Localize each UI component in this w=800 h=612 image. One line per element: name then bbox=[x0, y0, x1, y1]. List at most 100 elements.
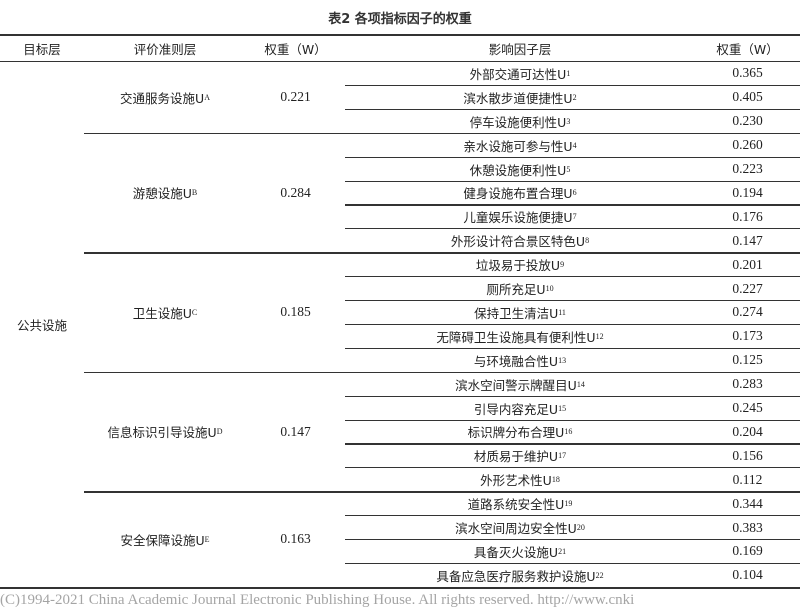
factor-divider bbox=[345, 562, 800, 565]
header-rule bbox=[0, 60, 800, 62]
label-subscript: 21 bbox=[558, 546, 567, 556]
label-text: 标识牌分布合理U bbox=[467, 425, 565, 441]
factor-weight-9: 0.201 bbox=[732, 256, 763, 272]
header-3: 影响因子层 bbox=[488, 42, 552, 57]
factor-weight-12: 0.173 bbox=[732, 328, 763, 344]
criterion-4: 安全保障设施U E bbox=[84, 492, 246, 588]
factor-weight-10: 0.227 bbox=[732, 280, 763, 296]
label-text: 信息标识引导设施U bbox=[107, 425, 217, 441]
group-divider bbox=[84, 491, 800, 493]
label-subscript: 13 bbox=[558, 355, 567, 365]
criterion-0: 交通服务设施U A bbox=[84, 62, 246, 134]
label-text: 外形设计符合景区特色U bbox=[450, 234, 586, 250]
factor-weight-14: 0.283 bbox=[732, 376, 763, 392]
factor-weight-16: 0.204 bbox=[732, 423, 763, 439]
header-0: 目标层 bbox=[23, 42, 61, 57]
label-subscript: 16 bbox=[564, 427, 573, 437]
label-text: 滨水空间周边安全性U bbox=[455, 521, 577, 537]
label-subscript: 7 bbox=[572, 212, 577, 222]
label-text: 交通服务设施U bbox=[120, 90, 205, 106]
label-subscript: 6 bbox=[572, 188, 577, 198]
label-text: 材质易于维护U bbox=[473, 449, 559, 465]
criterion-weight-2: 0.185 bbox=[280, 304, 311, 320]
label-text: 与环境融合性U bbox=[473, 353, 559, 369]
factor-divider bbox=[345, 347, 800, 349]
label-text: 外部交通可达性U bbox=[469, 66, 567, 82]
label-subscript: 12 bbox=[595, 331, 604, 341]
factor-18: 外形艺术性U 18 bbox=[345, 468, 695, 492]
factor-divider bbox=[345, 467, 800, 469]
label-text: 游憩设施U bbox=[132, 186, 192, 202]
factor-divider bbox=[345, 323, 800, 326]
factor-weight-11: 0.274 bbox=[732, 304, 763, 320]
factor-divider bbox=[345, 108, 800, 110]
factor-22: 具备应急医疗服务救护设施U 22 bbox=[345, 563, 695, 587]
group-divider bbox=[84, 132, 800, 135]
table-top-rule bbox=[0, 34, 800, 36]
label-text: 垃圾易于投放U bbox=[475, 258, 561, 274]
label-subscript: 11 bbox=[558, 307, 566, 317]
factor-14: 滨水空间警示牌醒目U 14 bbox=[345, 372, 695, 396]
label-text: 保持卫生清洁U bbox=[474, 305, 559, 321]
factor-1: 外部交通可达性U 1 bbox=[345, 62, 695, 86]
factor-weight-21: 0.169 bbox=[732, 543, 763, 559]
label-text: 无障碍卫生设施具有便利性U bbox=[436, 329, 596, 345]
label-subscript: 20 bbox=[576, 523, 585, 533]
label-subscript: 3 bbox=[566, 116, 571, 126]
label-text: 外形艺术性U bbox=[480, 473, 552, 489]
factor-weight-6: 0.194 bbox=[732, 184, 763, 200]
group-divider bbox=[84, 371, 800, 374]
label-subscript: D bbox=[216, 427, 223, 437]
factor-12: 无障碍卫生设施具有便利性U 12 bbox=[345, 324, 695, 348]
group-divider bbox=[84, 252, 800, 254]
factor-19: 道路系统安全性U 19 bbox=[345, 492, 695, 516]
factor-weight-18: 0.112 bbox=[732, 471, 763, 487]
factor-divider bbox=[345, 156, 800, 158]
criterion-1: 游憩设施U B bbox=[84, 133, 246, 253]
label-text: 卫生设施U bbox=[132, 305, 192, 321]
criterion-2: 卫生设施U C bbox=[84, 253, 246, 373]
factor-weight-8: 0.147 bbox=[732, 232, 763, 248]
label-text: 安全保障设施U bbox=[120, 532, 205, 548]
label-subscript: 15 bbox=[558, 403, 567, 413]
label-subscript: 2 bbox=[572, 92, 577, 102]
factor-divider bbox=[345, 539, 800, 541]
label-text: 停车设施便利性U bbox=[469, 114, 567, 130]
factor-3: 停车设施便利性U 3 bbox=[345, 109, 695, 133]
factor-weight-7: 0.176 bbox=[732, 208, 763, 224]
label-subscript: C bbox=[191, 307, 198, 317]
factor-divider bbox=[345, 443, 800, 445]
factor-divider bbox=[345, 84, 800, 87]
factor-divider bbox=[345, 395, 800, 397]
label-subscript: A bbox=[204, 92, 210, 102]
factor-11: 保持卫生清洁U 11 bbox=[345, 301, 695, 325]
header-1: 评价准则层 bbox=[133, 42, 197, 57]
factor-15: 引导内容充足U 15 bbox=[345, 396, 695, 420]
label-subscript: 9 bbox=[560, 260, 565, 270]
factor-21: 具备灭火设施U 21 bbox=[345, 540, 695, 564]
watermark: (C)1994-2021 China Academic Journal Elec… bbox=[0, 592, 635, 608]
label-text: 休憩设施便利性U bbox=[469, 162, 567, 178]
label-text: 引导内容充足U bbox=[473, 401, 559, 417]
label-subscript: 5 bbox=[566, 164, 571, 174]
factor-2: 滨水散步道便捷性U 2 bbox=[345, 85, 695, 109]
label-subscript: 19 bbox=[564, 499, 573, 509]
label-subscript: 10 bbox=[545, 284, 554, 294]
factor-divider bbox=[345, 204, 800, 206]
factor-9: 垃圾易于投放U 9 bbox=[345, 253, 695, 277]
label-subscript: B bbox=[191, 188, 198, 198]
factor-divider bbox=[345, 276, 800, 278]
criterion-weight-4: 0.163 bbox=[280, 531, 311, 547]
label-text: 滨水空间警示牌醒目U bbox=[455, 377, 577, 393]
label-subscript: 4 bbox=[572, 140, 577, 150]
factor-4: 亲水设施可参与性U 4 bbox=[345, 133, 695, 157]
criterion-3: 信息标识引导设施U D bbox=[84, 372, 246, 492]
factor-weight-1: 0.365 bbox=[732, 65, 763, 81]
label-text: 具备应急医疗服务救护设施U bbox=[436, 568, 596, 584]
header-4: 权重（W） bbox=[716, 42, 779, 57]
factor-weight-5: 0.223 bbox=[732, 161, 763, 177]
table-title: 表2 各项指标因子的权重 bbox=[328, 12, 472, 27]
factor-weight-13: 0.125 bbox=[732, 352, 763, 368]
label-subscript: 14 bbox=[576, 379, 585, 389]
factor-weight-19: 0.344 bbox=[732, 495, 763, 511]
